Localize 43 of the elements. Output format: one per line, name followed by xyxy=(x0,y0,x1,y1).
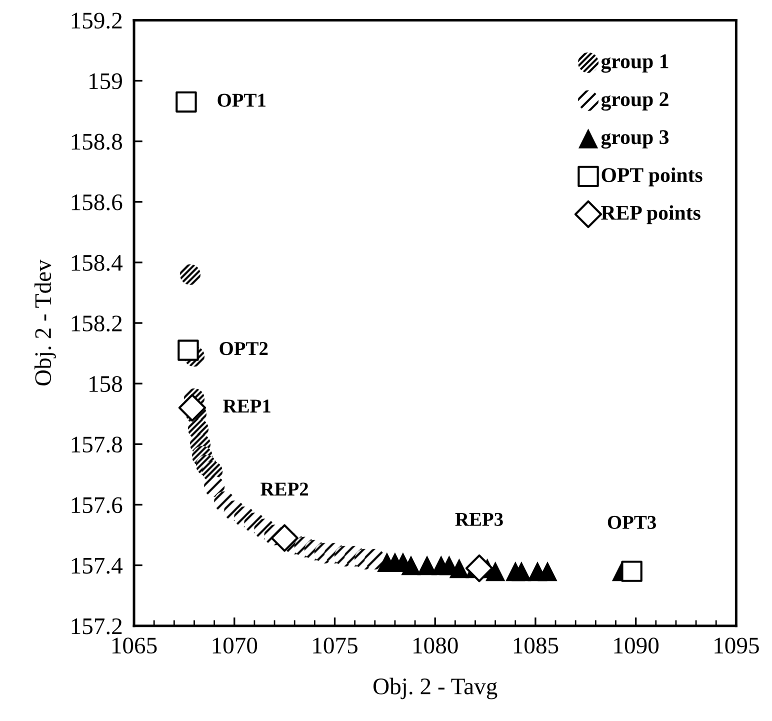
x-tick-label: 1075 xyxy=(313,638,358,654)
legend-label: OPT points xyxy=(602,167,702,186)
y-tick-label: 159.2 xyxy=(72,12,122,29)
point xyxy=(621,560,642,582)
x-axis-title: Obj. 2 - Tavg xyxy=(374,678,498,700)
y-tick-label: 158.6 xyxy=(72,194,122,210)
point xyxy=(176,91,197,113)
y-axis-title: Obj. 2 - Tdev xyxy=(34,260,56,386)
legend-label: group 2 xyxy=(601,92,668,111)
annotation: REP2 xyxy=(260,482,308,496)
annotation: OPT2 xyxy=(220,342,268,356)
y-tick-label: 157.2 xyxy=(72,618,122,634)
x-tick-label: 1080 xyxy=(414,638,458,654)
legend-label: group 3 xyxy=(601,130,669,149)
x-tick-label: 1085 xyxy=(514,638,558,654)
annotation: REP3 xyxy=(455,512,503,526)
annotation: REP1 xyxy=(223,400,270,412)
x-tick-label: 1090 xyxy=(614,638,659,654)
y-tick-label: 158 xyxy=(90,376,122,392)
point xyxy=(538,562,558,582)
y-tick-label: 158.2 xyxy=(72,316,122,332)
y-tick-label: 157.6 xyxy=(72,497,122,514)
x-tick-label: 1070 xyxy=(212,638,258,654)
point xyxy=(178,340,199,361)
y-tick-label: 158.4 xyxy=(72,254,123,271)
legend-label: group 1 xyxy=(601,54,668,73)
point xyxy=(401,555,421,576)
point xyxy=(449,558,470,578)
y-tick-label: 157.8 xyxy=(72,436,122,453)
y-tick-label: 159 xyxy=(90,73,122,90)
point xyxy=(270,524,298,552)
point xyxy=(417,555,437,576)
point xyxy=(512,562,532,582)
point xyxy=(178,394,206,422)
annotation: OPT1 xyxy=(218,94,266,107)
y-tick-label: 158.8 xyxy=(72,134,122,150)
annotation: OPT3 xyxy=(608,516,656,529)
x-tick-label: 1065 xyxy=(112,638,157,654)
y-tick-label: 157.4 xyxy=(72,558,123,574)
point xyxy=(204,476,225,497)
point xyxy=(180,264,201,285)
legend-label: REP points xyxy=(601,205,700,224)
x-tick-label: 1095 xyxy=(714,638,759,654)
